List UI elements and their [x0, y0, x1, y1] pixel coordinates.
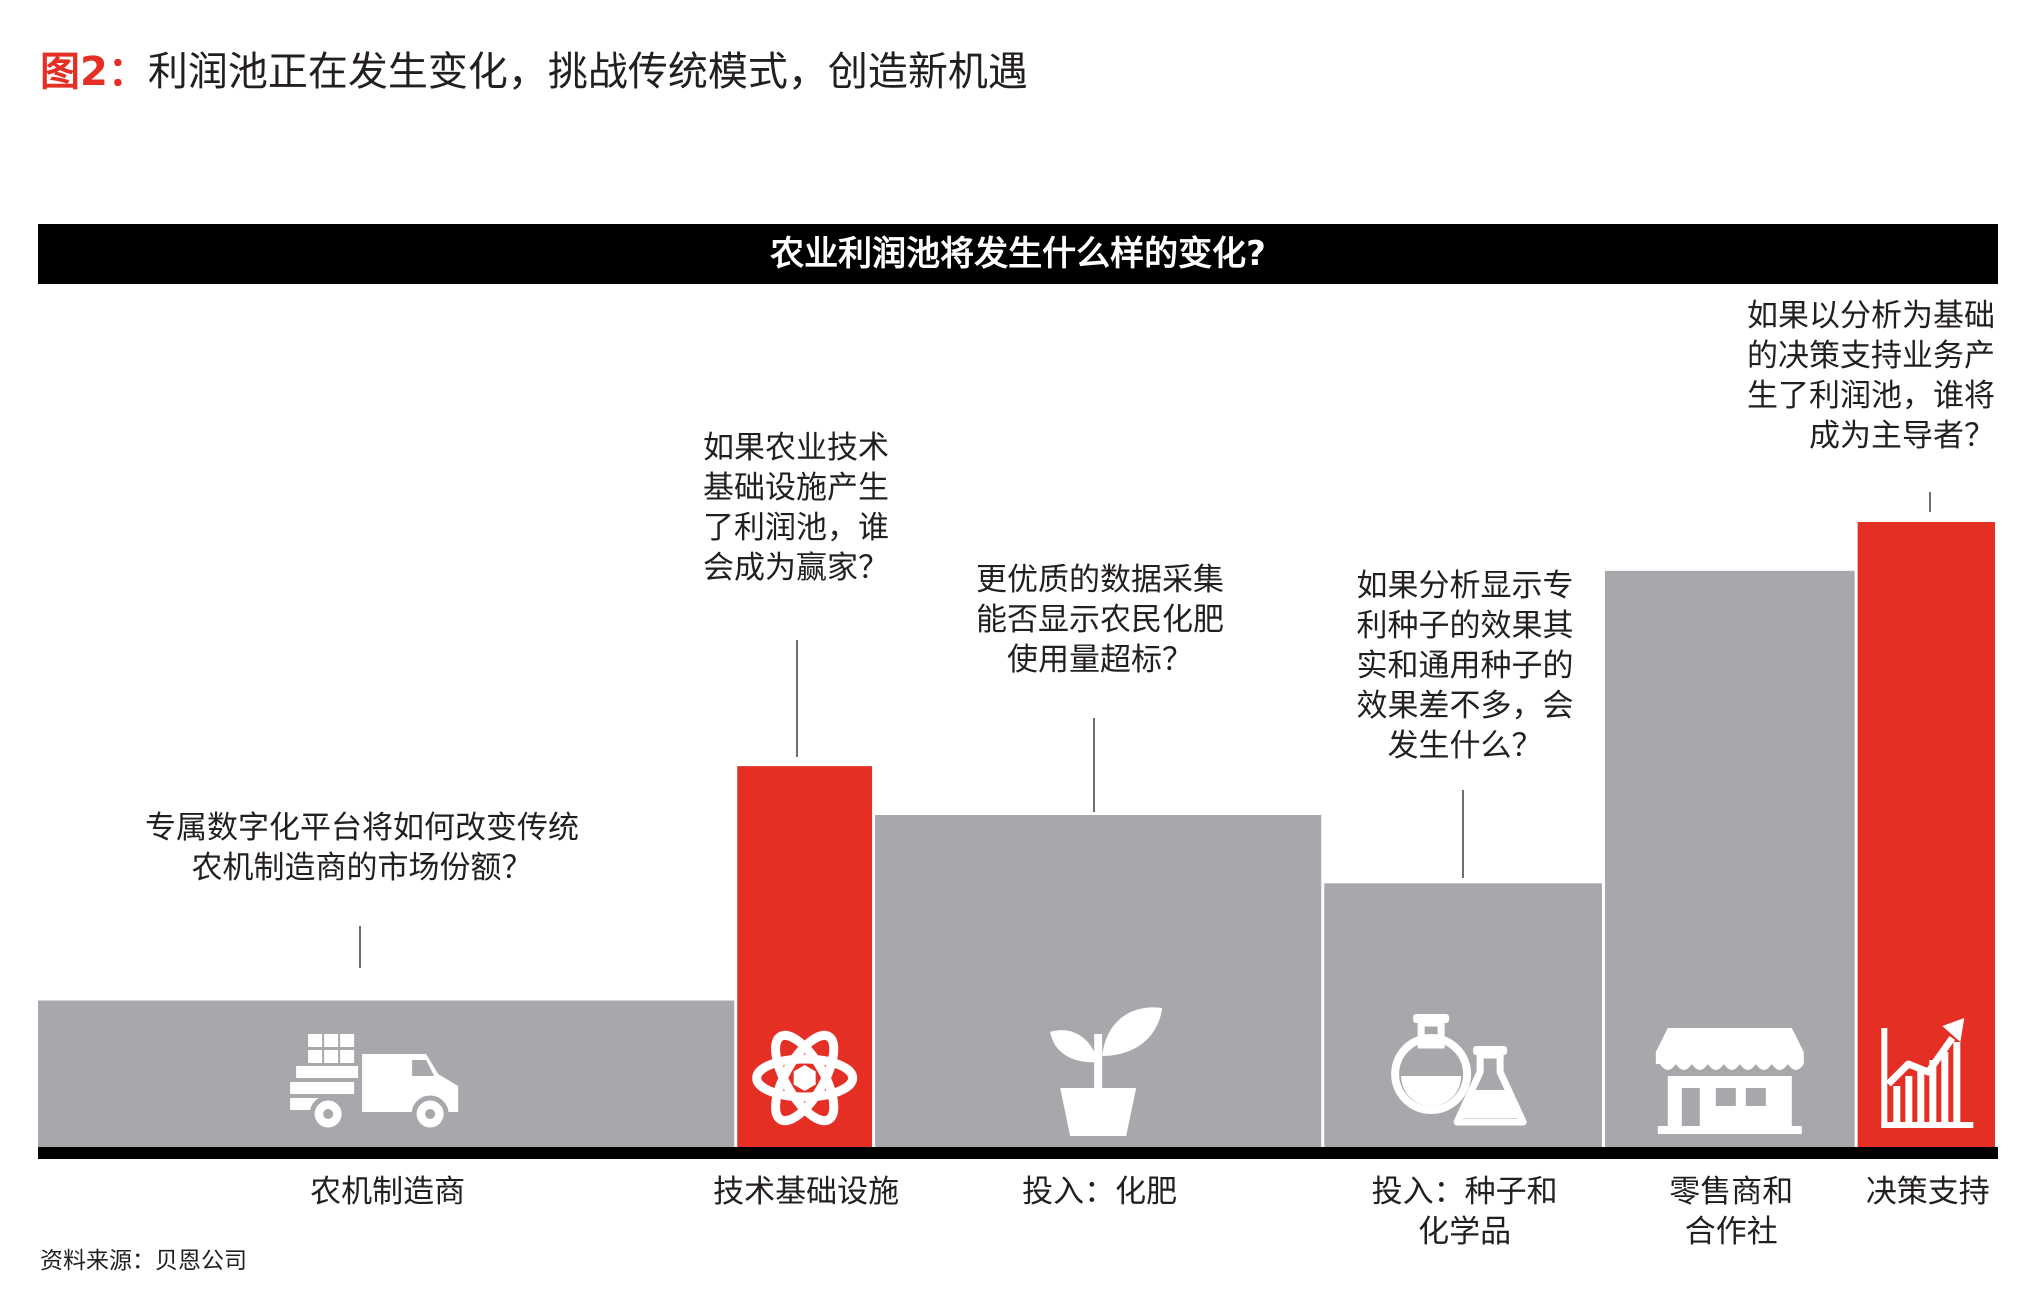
annotation-3: 更优质的数据采集能否显示农民化肥使用量超标？	[976, 562, 1224, 678]
category-label-1: 农机制造商	[310, 1174, 465, 1210]
annotation-4: 如果分析显示专利种子的效果其实和通用种子的效果差不多，会发生什么？	[1357, 568, 1574, 764]
category-label-5: 零售商和合作社	[1669, 1174, 1793, 1250]
annotation-2: 如果农业技术基础设施产生了利润池，谁会成为赢家？	[703, 430, 889, 586]
storefront-icon	[1655, 1028, 1804, 1134]
figure-title: 图2：利润池正在发生变化，挑战传统模式，创造新机遇	[40, 44, 1028, 100]
annotation-1: 专属数字化平台将如何改变传统农机制造商的市场份额？	[145, 810, 579, 886]
figure-label: 图2：	[40, 49, 148, 95]
source-note: 资料来源：贝恩公司	[40, 1248, 247, 1274]
annotation-5: 如果以分析为基础的决策支持业务产生了利润池，谁将成为主导者？	[1747, 298, 1995, 454]
chart-banner-title: 农业利润池将发生什么样的变化?	[38, 224, 1998, 284]
category-label-6: 决策支持	[1866, 1174, 1990, 1210]
bar-6	[1857, 522, 1995, 1147]
category-label-4: 投入：种子和化学品	[1372, 1174, 1558, 1250]
baseline-bar	[38, 1147, 1998, 1159]
category-label-3: 投入：化肥	[1022, 1174, 1177, 1210]
figure-title-text: 利润池正在发生变化，挑战传统模式，创造新机遇	[147, 49, 1028, 95]
category-label-2: 技术基础设施	[713, 1174, 899, 1210]
